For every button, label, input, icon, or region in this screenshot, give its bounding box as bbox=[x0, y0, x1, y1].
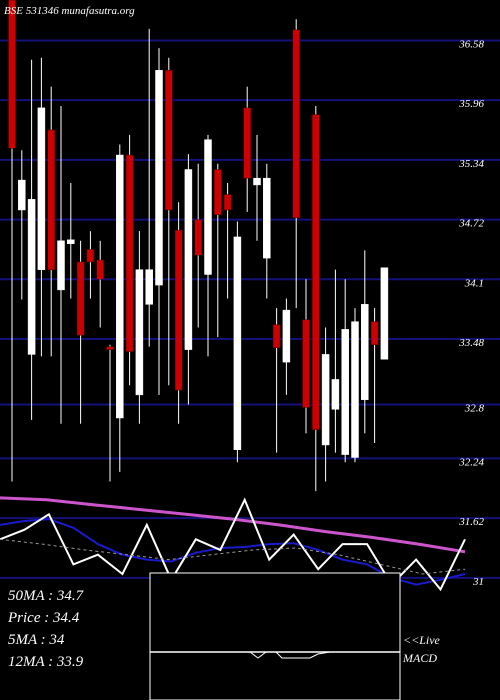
candle-up bbox=[145, 269, 153, 305]
y-tick-label: 32.24 bbox=[458, 456, 484, 468]
stat: 5MA : 34 bbox=[8, 632, 65, 648]
candle-up bbox=[341, 329, 349, 455]
candle-down bbox=[214, 169, 222, 216]
candle-down bbox=[8, 0, 16, 149]
y-tick-label: 35.96 bbox=[458, 98, 484, 110]
candle-up bbox=[27, 199, 36, 355]
candle-down bbox=[125, 154, 134, 352]
candle-down bbox=[174, 229, 183, 391]
y-tick-label: 35.34 bbox=[458, 158, 484, 170]
candle-up bbox=[204, 139, 212, 275]
y-tick-label: 34.1 bbox=[464, 277, 484, 289]
candle-up bbox=[18, 179, 26, 211]
candle-up bbox=[253, 177, 261, 186]
candle-up bbox=[57, 240, 65, 291]
indicator-line bbox=[0, 496, 466, 554]
candle-down bbox=[76, 261, 85, 336]
candle-up bbox=[155, 70, 163, 286]
candle-up bbox=[233, 236, 242, 451]
stat: 12MA : 33.9 bbox=[8, 654, 84, 670]
candle-up bbox=[135, 269, 144, 396]
grid bbox=[0, 39, 500, 579]
macd-label: MACD bbox=[402, 651, 437, 665]
chart-title: BSE 531346 munafasutra.org bbox=[4, 5, 135, 17]
stat: Price : 34.4 bbox=[7, 610, 80, 626]
candle-down bbox=[86, 249, 95, 263]
y-tick-label: 33.48 bbox=[458, 337, 484, 349]
candle-down bbox=[370, 321, 379, 346]
macd-line bbox=[249, 651, 390, 659]
candle-down bbox=[223, 194, 232, 211]
y-tick-label: 32.8 bbox=[464, 402, 485, 414]
candle-down bbox=[47, 129, 55, 270]
y-tick-label: 31 bbox=[472, 576, 484, 588]
candle-down bbox=[96, 259, 104, 280]
candle-down bbox=[302, 319, 310, 408]
candles bbox=[8, 0, 389, 492]
y-tick-label: 34.72 bbox=[458, 218, 484, 230]
candle-down bbox=[243, 107, 251, 179]
candle-down bbox=[292, 29, 300, 218]
candle-down bbox=[194, 219, 202, 256]
candle-down bbox=[106, 346, 114, 350]
candle-up bbox=[37, 107, 46, 270]
y-axis: 36.58 35.96 35.34 34.72 34.1 33.48 32.8 32.24 31… bbox=[458, 38, 484, 587]
macd-label: <<Live bbox=[403, 633, 441, 647]
candle-up bbox=[282, 309, 291, 363]
y-tick-label: 36.58 bbox=[458, 38, 484, 50]
y-tick-label: 31.62 bbox=[458, 516, 484, 528]
candle-up bbox=[321, 354, 330, 446]
candle-up bbox=[67, 239, 75, 244]
candle-down bbox=[272, 324, 281, 348]
candle-up bbox=[380, 267, 389, 360]
stat: 50MA : 34.7 bbox=[8, 588, 85, 604]
candle-up bbox=[351, 321, 359, 458]
candle-up bbox=[184, 169, 193, 350]
candle-up bbox=[331, 379, 340, 410]
candle-down bbox=[165, 70, 173, 211]
macd-panel bbox=[149, 572, 401, 700]
candle-up bbox=[116, 154, 124, 419]
candle-up bbox=[263, 177, 271, 259]
indicator-line bbox=[0, 538, 466, 575]
candle-down bbox=[312, 114, 320, 430]
candle-up bbox=[361, 304, 369, 400]
